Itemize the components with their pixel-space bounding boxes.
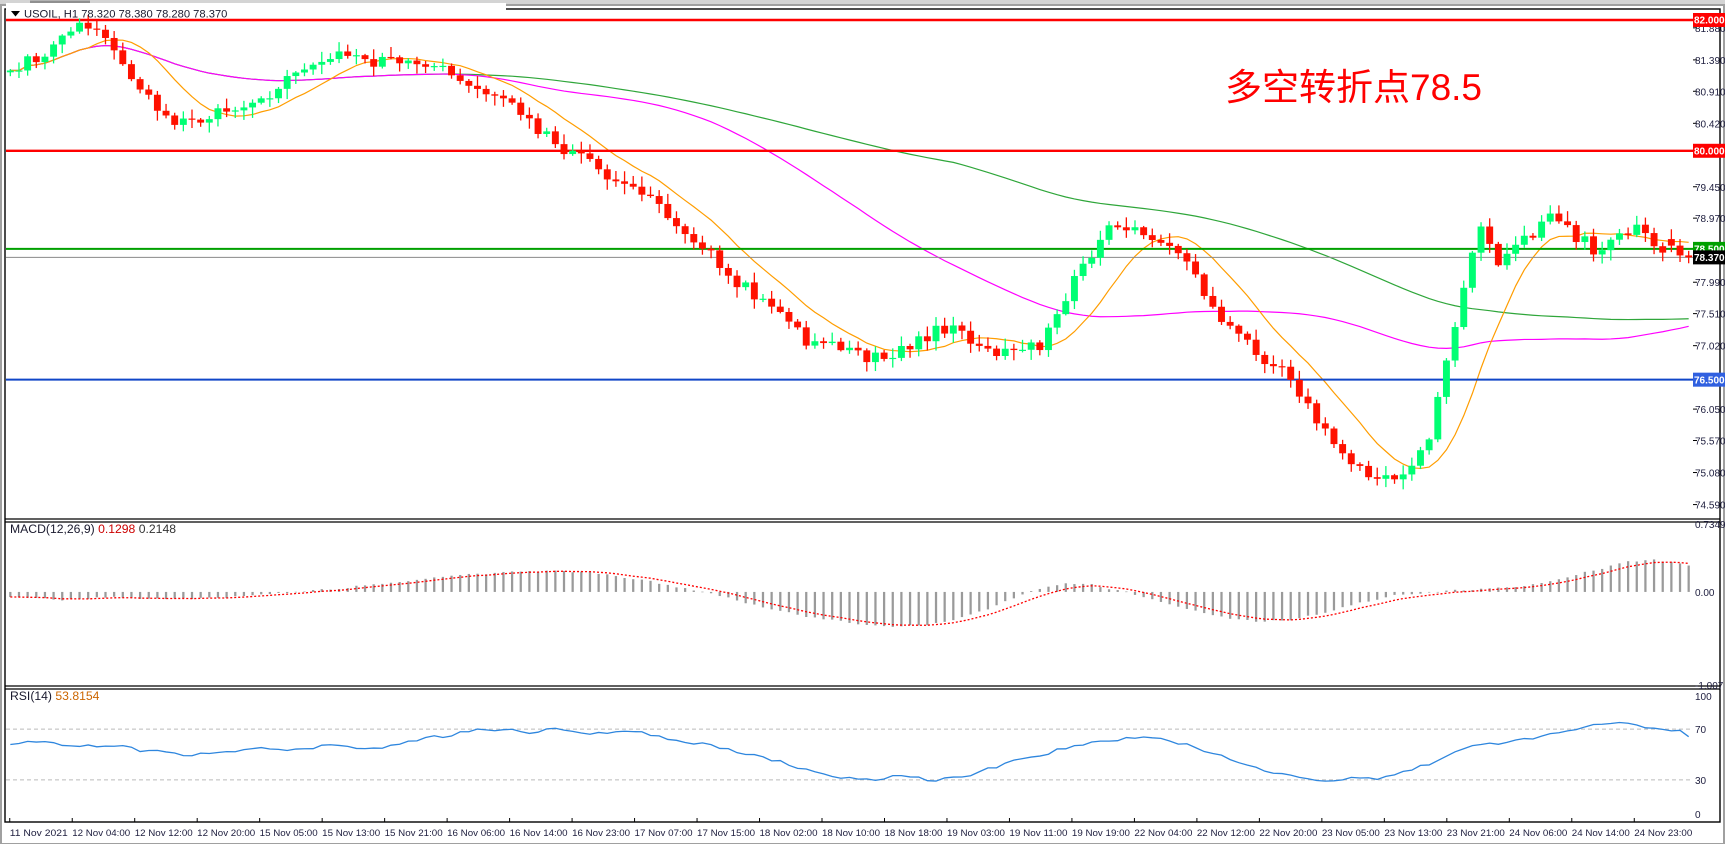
svg-text:-1.007: -1.007: [1695, 681, 1724, 692]
svg-text:0.7349: 0.7349: [1695, 520, 1725, 531]
svg-text:19 Nov 03:00: 19 Nov 03:00: [947, 828, 1005, 839]
svg-text:16 Nov 14:00: 16 Nov 14:00: [510, 828, 568, 839]
svg-text:76.050: 76.050: [1695, 405, 1725, 416]
svg-text:82.000: 82.000: [1694, 16, 1725, 27]
svg-text:18 Nov 10:00: 18 Nov 10:00: [822, 828, 880, 839]
svg-text:12 Nov 20:00: 12 Nov 20:00: [197, 828, 255, 839]
svg-text:16 Nov 06:00: 16 Nov 06:00: [447, 828, 505, 839]
svg-text:80.000: 80.000: [1694, 146, 1725, 157]
svg-text:24 Nov 06:00: 24 Nov 06:00: [1509, 828, 1567, 839]
svg-text:30: 30: [1695, 776, 1707, 787]
svg-text:19 Nov 19:00: 19 Nov 19:00: [1072, 828, 1130, 839]
svg-text:多空转折点78.5: 多空转折点78.5: [1225, 67, 1482, 108]
svg-text:24 Nov 23:00: 24 Nov 23:00: [1634, 828, 1692, 839]
svg-text:77.990: 77.990: [1695, 278, 1725, 289]
svg-text:17 Nov 07:00: 17 Nov 07:00: [635, 828, 693, 839]
svg-text:80.420: 80.420: [1695, 119, 1725, 130]
svg-text:16 Nov 23:00: 16 Nov 23:00: [572, 828, 630, 839]
svg-text:12 Nov 04:00: 12 Nov 04:00: [72, 828, 130, 839]
svg-text:79.450: 79.450: [1695, 183, 1725, 194]
svg-text:18 Nov 02:00: 18 Nov 02:00: [760, 828, 818, 839]
svg-text:22 Nov 04:00: 22 Nov 04:00: [1134, 828, 1192, 839]
svg-text:22 Nov 20:00: 22 Nov 20:00: [1259, 828, 1317, 839]
svg-text:77.510: 77.510: [1695, 310, 1725, 321]
svg-text:23 Nov 13:00: 23 Nov 13:00: [1384, 828, 1442, 839]
svg-text:15 Nov 13:00: 15 Nov 13:00: [322, 828, 380, 839]
svg-text:11 Nov 2021: 11 Nov 2021: [10, 828, 68, 839]
svg-text:70: 70: [1695, 725, 1707, 736]
svg-text:18 Nov 18:00: 18 Nov 18:00: [884, 828, 942, 839]
svg-text:24 Nov 14:00: 24 Nov 14:00: [1572, 828, 1630, 839]
svg-text:77.020: 77.020: [1695, 342, 1725, 353]
svg-text:75.570: 75.570: [1695, 436, 1725, 447]
svg-text:75.080: 75.080: [1695, 469, 1725, 480]
svg-text:80.910: 80.910: [1695, 87, 1725, 98]
svg-text:RSI(14) 53.8154: RSI(14) 53.8154: [10, 689, 100, 703]
svg-text:15 Nov 21:00: 15 Nov 21:00: [385, 828, 443, 839]
svg-text:15 Nov 05:00: 15 Nov 05:00: [260, 828, 318, 839]
svg-text:100: 100: [1695, 692, 1712, 703]
svg-text:0.00: 0.00: [1695, 588, 1715, 599]
svg-text:19 Nov 11:00: 19 Nov 11:00: [1009, 828, 1067, 839]
svg-text:12 Nov 12:00: 12 Nov 12:00: [135, 828, 193, 839]
svg-text:USOIL, H1 78.320 78.380 78.2: USOIL, H1 78.320 78.380 78.280 78.370: [24, 9, 227, 21]
svg-text:MACD(12,26,9) 0.1298 0.2148: MACD(12,26,9) 0.1298 0.2148: [10, 522, 176, 536]
svg-text:22 Nov 12:00: 22 Nov 12:00: [1197, 828, 1255, 839]
svg-text:74.590: 74.590: [1695, 501, 1725, 512]
svg-text:78.970: 78.970: [1695, 214, 1725, 225]
svg-text:78.370: 78.370: [1694, 253, 1725, 264]
svg-text:0: 0: [1695, 810, 1701, 821]
svg-text:23 Nov 05:00: 23 Nov 05:00: [1322, 828, 1380, 839]
svg-text:76.500: 76.500: [1694, 375, 1725, 386]
svg-text:81.390: 81.390: [1695, 56, 1725, 67]
svg-text:23 Nov 21:00: 23 Nov 21:00: [1447, 828, 1505, 839]
svg-text:17 Nov 15:00: 17 Nov 15:00: [697, 828, 755, 839]
